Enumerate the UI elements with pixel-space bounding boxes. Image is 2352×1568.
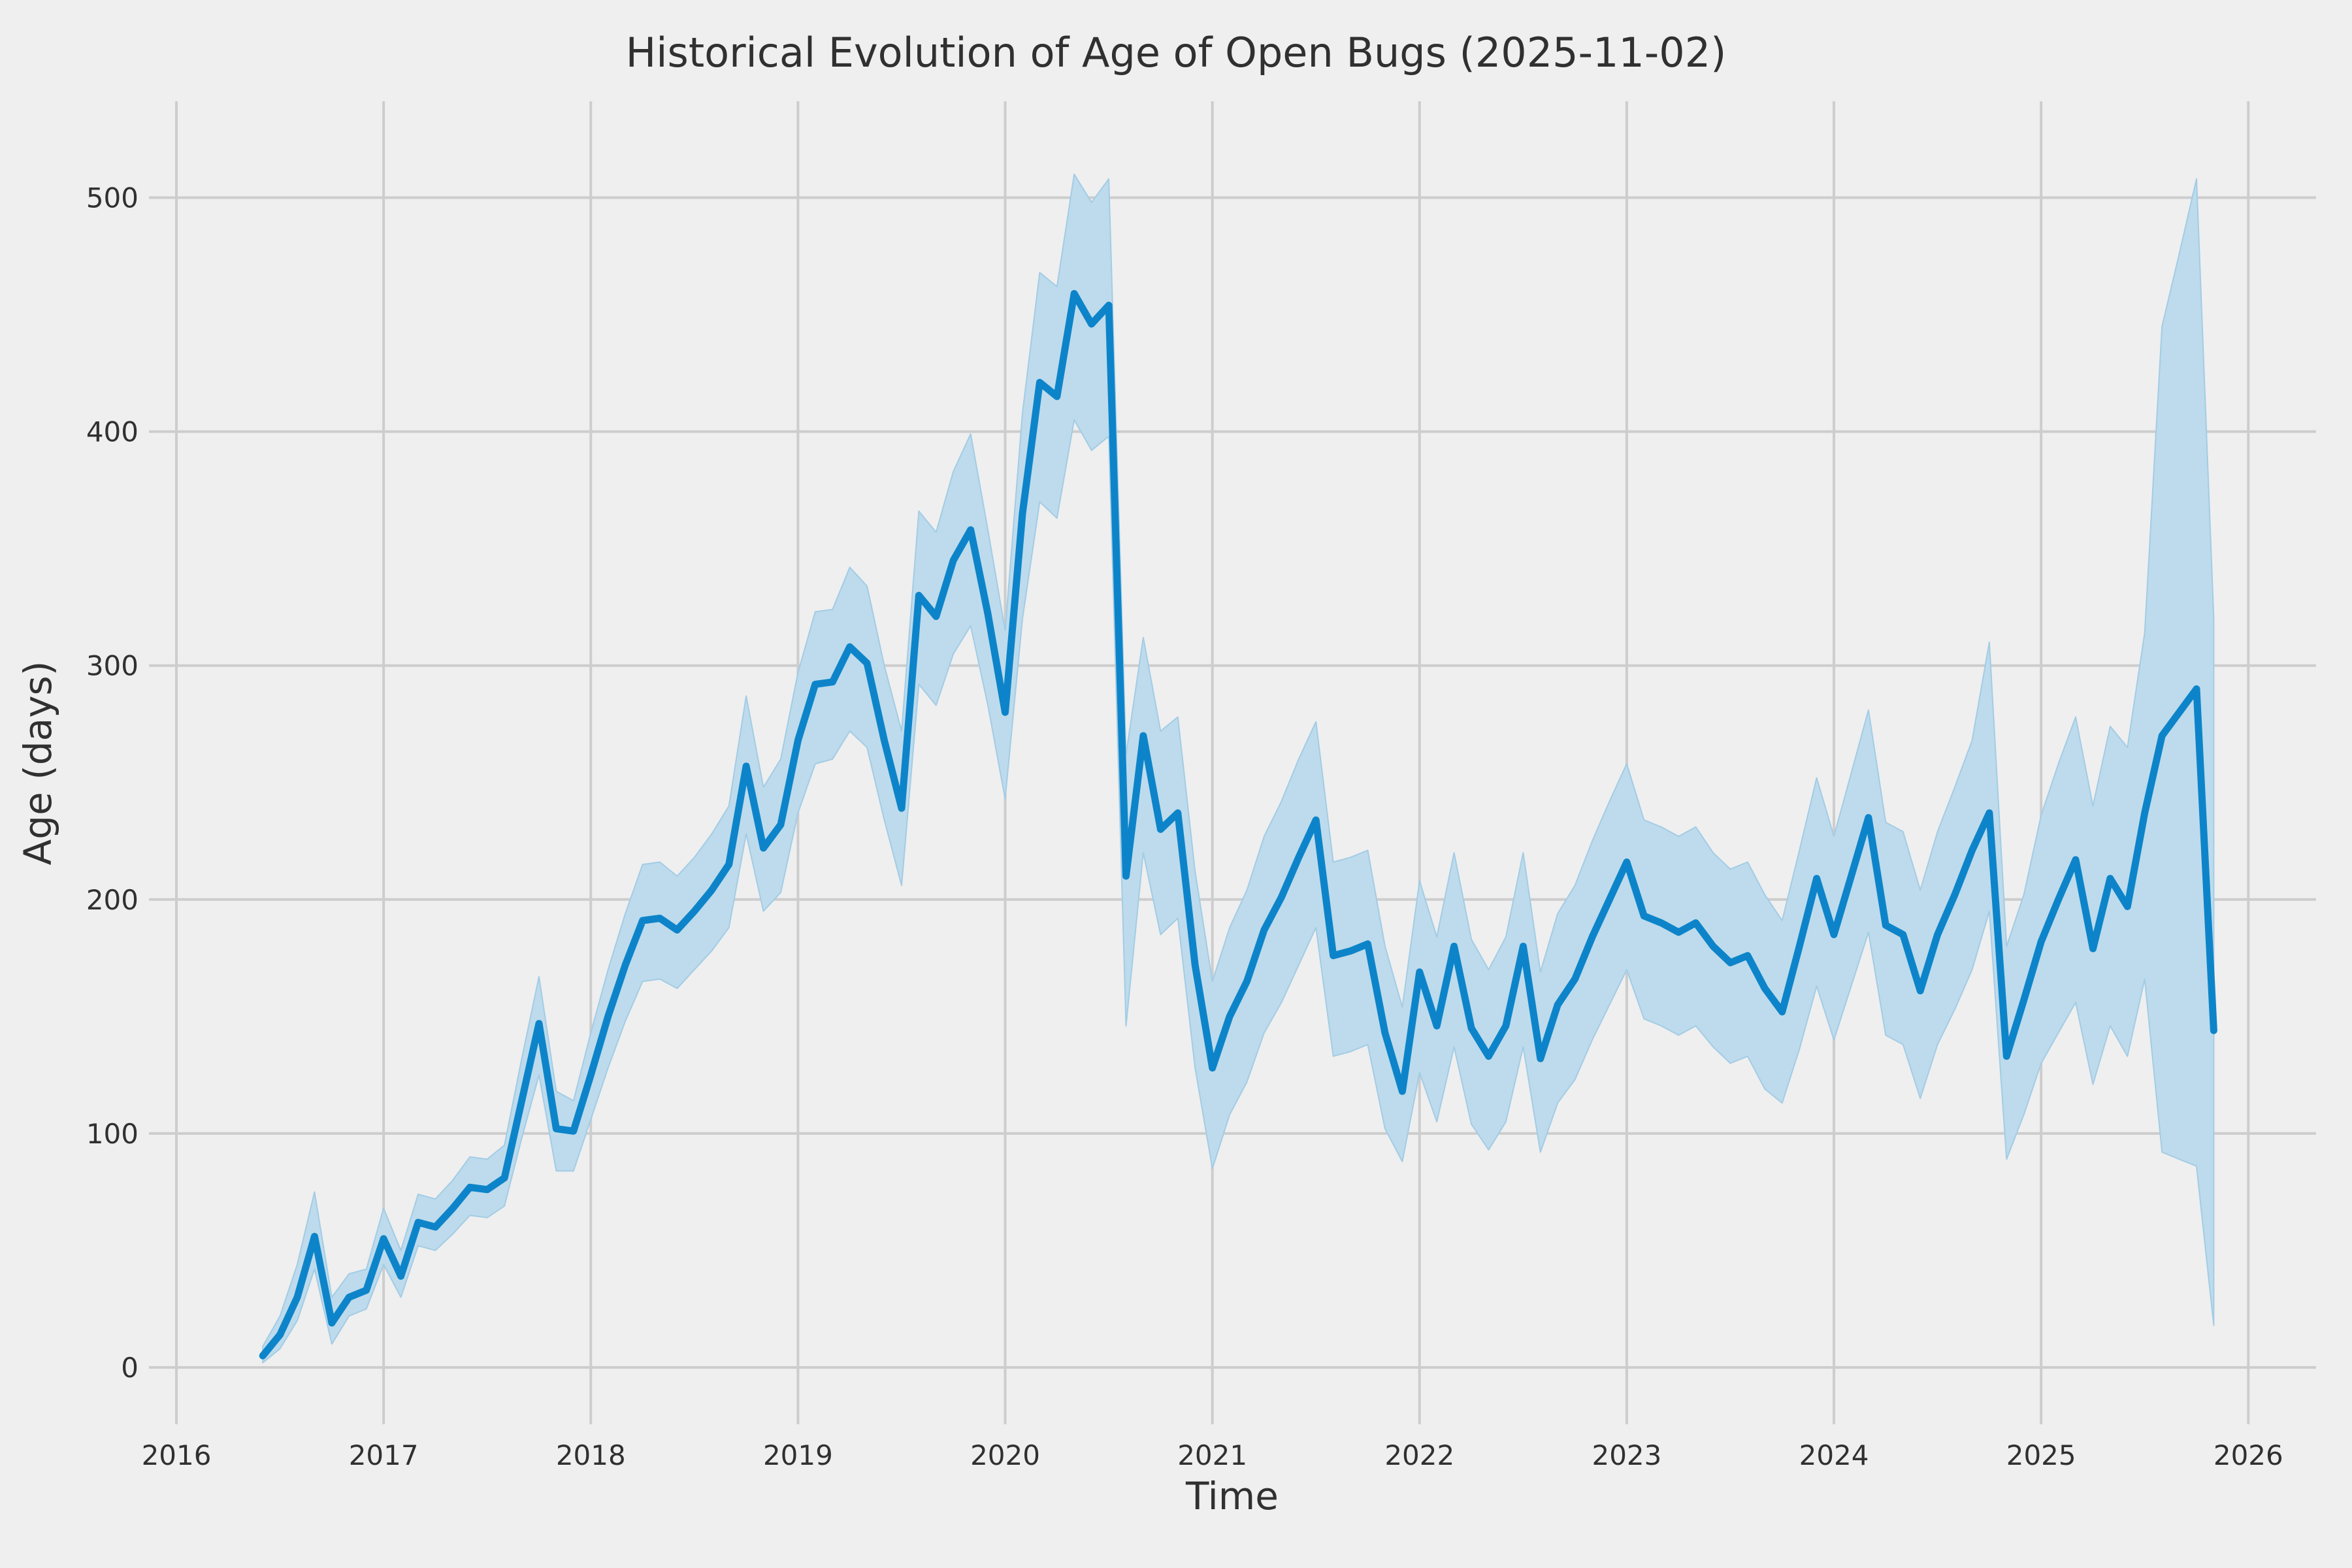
- y-tick-label: 300: [86, 650, 139, 682]
- chart-title: Historical Evolution of Age of Open Bugs…: [625, 29, 1727, 76]
- x-tick-label: 2019: [763, 1439, 833, 1471]
- y-tick-label: 500: [86, 182, 139, 214]
- confidence-band: [262, 173, 2215, 1364]
- x-tick-label: 2024: [1799, 1439, 1869, 1471]
- mean-line-layer: [259, 289, 2217, 1360]
- x-tick-label: 2017: [349, 1439, 419, 1471]
- y-axis-label: Age (days): [16, 661, 60, 866]
- x-tick-label: 2020: [970, 1439, 1040, 1471]
- x-tick-label: 2021: [1177, 1439, 1247, 1471]
- y-tick-label: 400: [86, 416, 139, 448]
- x-axis-label: Time: [1186, 1474, 1279, 1518]
- gridlines: [149, 101, 2316, 1424]
- x-tick-labels: 2016 2017 2018 2019 2020 2021 2022 2023 2024 2025…: [142, 1439, 2283, 1471]
- y-tick-label: 0: [121, 1352, 139, 1384]
- x-tick-label: 2023: [1592, 1439, 1661, 1471]
- y-tick-label: 100: [86, 1118, 139, 1150]
- x-tick-label: 2026: [2213, 1439, 2283, 1471]
- y-tick-label: 200: [86, 884, 139, 916]
- confidence-band-layer: [262, 173, 2215, 1364]
- y-tick-labels: 0 100 200 300 400 500: [86, 182, 139, 1384]
- x-tick-label: 2016: [142, 1439, 212, 1471]
- x-tick-label: 2022: [1384, 1439, 1454, 1471]
- x-tick-label: 2025: [2006, 1439, 2076, 1471]
- x-tick-label: 2018: [556, 1439, 626, 1471]
- mean-line: [259, 289, 2217, 1360]
